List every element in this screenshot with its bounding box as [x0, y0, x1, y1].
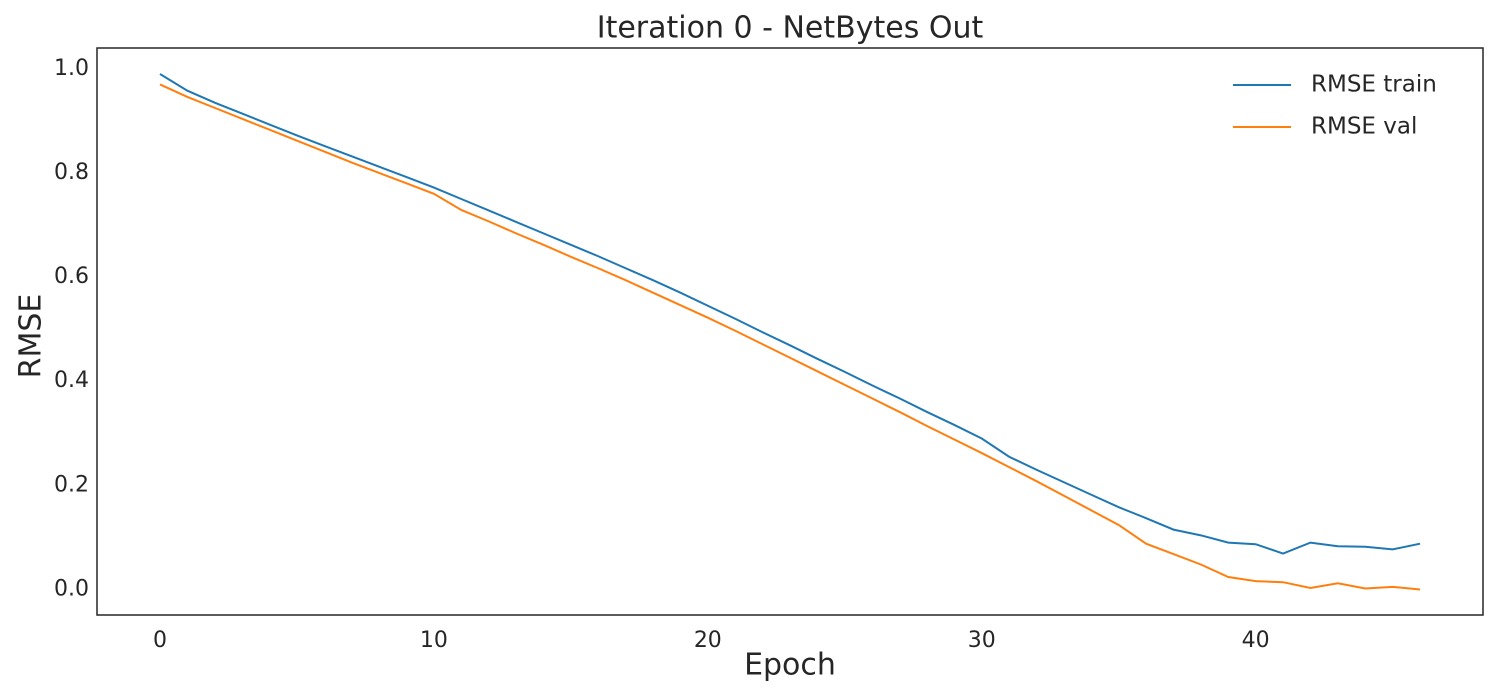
- x-tick-label: 10: [420, 628, 448, 653]
- x-tick-label: 0: [153, 628, 167, 653]
- chart-title: Iteration 0 - NetBytes Out: [597, 11, 984, 46]
- series-line: [159, 83, 1421, 591]
- y-axis-label: RMSE: [14, 294, 49, 379]
- x-tick-label: 40: [1242, 628, 1270, 653]
- y-tick-label: 0.4: [54, 368, 89, 393]
- legend-label: RMSE train: [1311, 72, 1437, 98]
- y-tick-label: 0.0: [54, 576, 89, 601]
- x-axis-label: Epoch: [744, 648, 836, 683]
- y-tick-label: 0.8: [54, 160, 89, 185]
- x-tick-label: 30: [968, 628, 996, 653]
- y-tick-label: 0.2: [54, 472, 89, 497]
- x-tick-label: 20: [694, 628, 722, 653]
- y-tick-label: 1.0: [54, 56, 89, 81]
- y-tick-label: 0.6: [54, 264, 89, 289]
- plot-frame: [96, 47, 1484, 616]
- legend-label: RMSE val: [1311, 114, 1417, 140]
- series-line: [159, 73, 1421, 555]
